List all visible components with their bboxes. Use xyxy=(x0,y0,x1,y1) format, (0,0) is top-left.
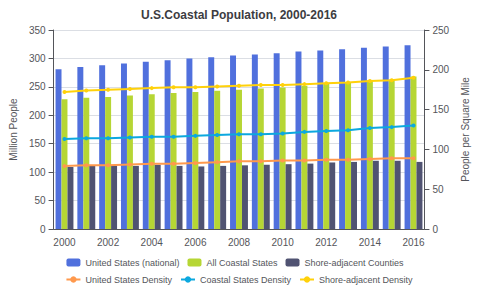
svg-text:50: 50 xyxy=(34,195,46,206)
svg-text:United States Density: United States Density xyxy=(85,275,172,285)
svg-text:100: 100 xyxy=(432,144,449,155)
svg-text:150: 150 xyxy=(432,104,449,115)
svg-text:2008: 2008 xyxy=(228,237,251,248)
svg-text:Shore-adjacent Density: Shore-adjacent Density xyxy=(319,275,413,285)
svg-text:2014: 2014 xyxy=(359,237,382,248)
svg-text:2004: 2004 xyxy=(141,237,164,248)
svg-text:2006: 2006 xyxy=(184,237,207,248)
svg-text:Coastal States Density: Coastal States Density xyxy=(200,275,292,285)
svg-text:200: 200 xyxy=(29,110,46,121)
svg-text:United States (national): United States (national) xyxy=(85,258,179,268)
svg-text:All Coastal States: All Coastal States xyxy=(206,258,278,268)
svg-text:People per Square Mile: People per Square Mile xyxy=(460,77,471,182)
svg-text:0: 0 xyxy=(432,224,438,235)
svg-text:50: 50 xyxy=(432,184,444,195)
svg-text:100: 100 xyxy=(29,167,46,178)
svg-text:150: 150 xyxy=(29,138,46,149)
svg-text:Million People: Million People xyxy=(8,98,19,161)
svg-text:2002: 2002 xyxy=(97,237,120,248)
svg-text:300: 300 xyxy=(29,53,46,64)
svg-text:200: 200 xyxy=(432,64,449,75)
svg-text:0: 0 xyxy=(40,224,46,235)
svg-text:250: 250 xyxy=(432,25,449,36)
svg-text:2012: 2012 xyxy=(315,237,338,248)
svg-text:2016: 2016 xyxy=(402,237,425,248)
svg-text:2010: 2010 xyxy=(272,237,295,248)
svg-text:U.S.Coastal Population, 2000-2: U.S.Coastal Population, 2000-2016 xyxy=(141,8,337,22)
svg-text:350: 350 xyxy=(29,25,46,36)
svg-text:2000: 2000 xyxy=(53,237,76,248)
svg-text:Shore-adjacent Counties: Shore-adjacent Counties xyxy=(305,258,405,268)
svg-text:250: 250 xyxy=(29,81,46,92)
